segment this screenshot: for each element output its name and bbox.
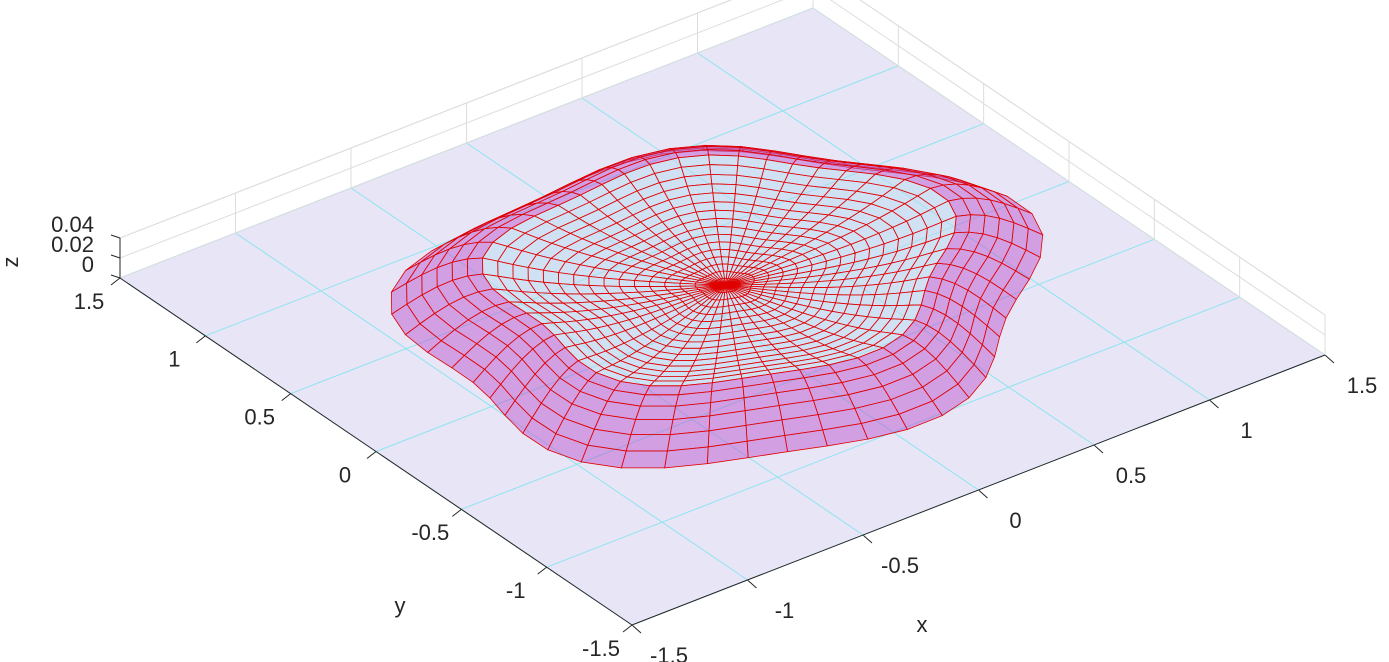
surface-patch bbox=[968, 214, 986, 235]
x-tick bbox=[1324, 354, 1335, 364]
grid-line bbox=[119, 7, 1326, 356]
surface-patch bbox=[618, 278, 635, 287]
surface-patch bbox=[719, 248, 731, 258]
surface-patch bbox=[620, 450, 668, 469]
surface-patch bbox=[653, 375, 688, 382]
y-tick bbox=[366, 451, 377, 459]
z-tick-label: 0.04 bbox=[51, 212, 94, 237]
surface-patch bbox=[954, 214, 972, 234]
x-tick bbox=[978, 489, 988, 499]
surface-patch bbox=[672, 354, 699, 361]
surface-patch bbox=[633, 280, 651, 287]
surface-patch bbox=[639, 394, 679, 407]
surface-patch bbox=[714, 209, 735, 220]
z-tick bbox=[110, 274, 121, 279]
x-tick bbox=[1093, 444, 1104, 454]
surface-patch bbox=[663, 365, 693, 372]
surface-patch bbox=[558, 272, 575, 286]
x-tick-label: 0 bbox=[1009, 508, 1021, 533]
surface-patch bbox=[630, 419, 674, 436]
surface-patch bbox=[542, 269, 560, 284]
y-tick bbox=[452, 508, 462, 517]
y-tick-label: -0.5 bbox=[411, 520, 449, 545]
y-tick-label: -1 bbox=[506, 578, 526, 603]
surface-patch bbox=[497, 260, 514, 280]
surface-patch bbox=[625, 434, 671, 452]
x-tick bbox=[862, 534, 873, 544]
x-tick-label: 1 bbox=[1240, 418, 1252, 443]
z-tick bbox=[110, 234, 121, 239]
x-tick-label: 1.5 bbox=[1347, 373, 1378, 398]
surface-patch bbox=[482, 257, 499, 277]
surface-patch bbox=[664, 282, 681, 287]
surface-patch bbox=[717, 233, 732, 243]
surface-patch bbox=[588, 275, 605, 287]
surface-patch bbox=[711, 183, 737, 195]
y-tick bbox=[622, 624, 633, 633]
surface-patch bbox=[712, 192, 736, 203]
x-tick bbox=[747, 579, 757, 589]
grid-line bbox=[119, 0, 1326, 336]
surface-patch bbox=[658, 370, 691, 377]
surface-patch bbox=[466, 257, 484, 277]
surface-patch bbox=[527, 267, 544, 283]
surface-patch bbox=[644, 385, 682, 396]
y-tick bbox=[537, 566, 547, 575]
grid-line bbox=[119, 0, 1326, 316]
y-tick bbox=[281, 393, 291, 402]
surface-patch bbox=[715, 218, 734, 228]
surface-patch bbox=[603, 277, 620, 287]
y-tick-label: -1.5 bbox=[582, 636, 620, 661]
y-tick bbox=[110, 277, 121, 286]
x-axis-label: x bbox=[917, 612, 928, 637]
surface-patch bbox=[708, 154, 739, 166]
surface-patch bbox=[667, 360, 696, 367]
surface-patch bbox=[648, 380, 685, 387]
z-tick bbox=[110, 254, 121, 259]
z-axis-label: z bbox=[0, 257, 23, 268]
y-tick-label: 0.5 bbox=[244, 404, 275, 429]
surface-mesh bbox=[391, 144, 1044, 469]
surface-patch bbox=[710, 173, 738, 186]
surface-patch bbox=[716, 226, 733, 236]
z-tick-label: 0 bbox=[82, 252, 94, 277]
surface-patch bbox=[709, 164, 739, 176]
surface-patch bbox=[635, 405, 677, 420]
surface-patch bbox=[713, 201, 735, 212]
y-tick-label: 1.5 bbox=[74, 289, 105, 314]
axis-line bbox=[119, 238, 1326, 626]
y-tick bbox=[196, 335, 206, 344]
surface-patch bbox=[512, 264, 529, 282]
y-tick-label: 0 bbox=[339, 462, 351, 487]
surface-patch bbox=[718, 241, 731, 251]
x-tick-label: 0.5 bbox=[1116, 463, 1147, 488]
x-tick-label: -1.5 bbox=[650, 643, 688, 662]
x-tick-label: -0.5 bbox=[881, 553, 919, 578]
z-tick-label: 0.02 bbox=[51, 232, 94, 257]
y-axis-label: y bbox=[395, 593, 406, 618]
x-tick bbox=[1209, 399, 1219, 409]
surface-patch bbox=[573, 274, 590, 286]
x-tick bbox=[631, 624, 642, 634]
surface-patch bbox=[649, 281, 666, 287]
x-tick-label: -1 bbox=[775, 598, 795, 623]
y-tick-label: 1 bbox=[168, 347, 180, 372]
